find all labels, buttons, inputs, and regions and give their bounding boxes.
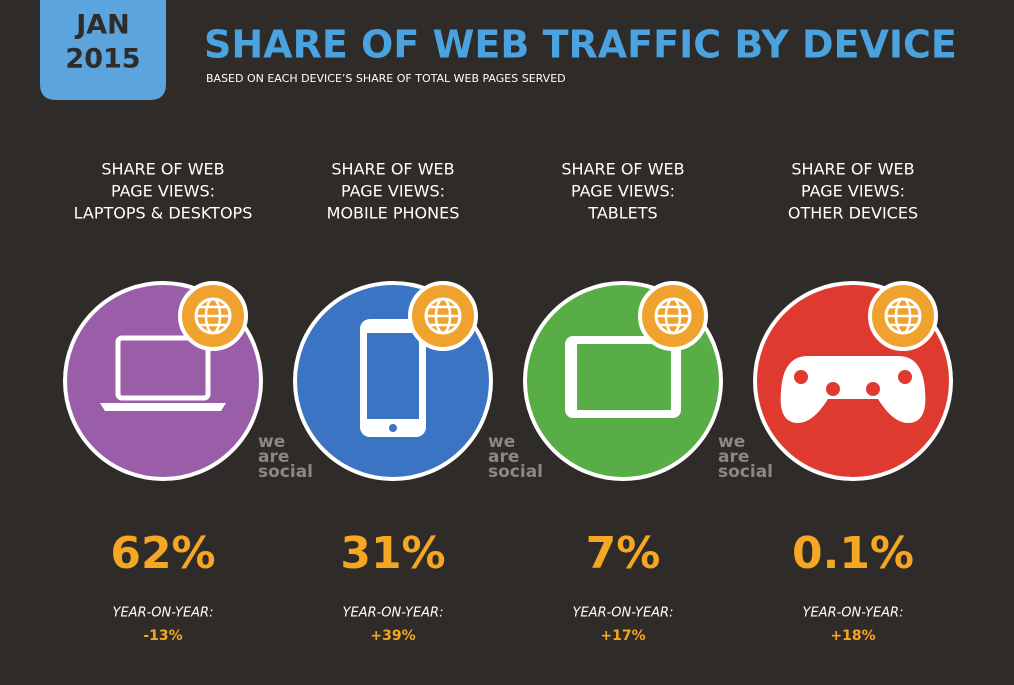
icon-gamepad-button	[866, 382, 880, 396]
title: SHARE OF WEB TRAFFIC BY DEVICE	[204, 23, 957, 67]
icon-gamepad-button	[898, 370, 912, 384]
icon-gamepad-button	[826, 382, 840, 396]
icon-laptop-base	[100, 403, 226, 411]
share-value: 0.1%	[792, 528, 914, 579]
icon-laptop-screen	[115, 335, 211, 401]
icon-gamepad	[780, 356, 926, 423]
watermark: are	[718, 447, 749, 467]
panel-label: PAGE VIEWS:	[571, 182, 675, 201]
yoy-value: -13%	[143, 628, 182, 644]
panel-label: PAGE VIEWS:	[111, 182, 215, 201]
panel-label: LAPTOPS & DESKTOPS	[74, 204, 253, 223]
globe-lines	[656, 305, 690, 327]
panel-label: TABLETS	[587, 204, 657, 223]
watermark: we	[488, 432, 515, 452]
badge-year: 2015	[65, 44, 140, 75]
panel-label: PAGE VIEWS:	[801, 182, 905, 201]
icon-tablet-screen	[577, 344, 671, 410]
panel-label: MOBILE PHONES	[327, 204, 460, 223]
yoy-label: YEAR-ON-YEAR:	[803, 606, 904, 621]
panel-label: OTHER DEVICES	[788, 204, 918, 223]
share-value: 7%	[586, 528, 661, 579]
yoy-label: YEAR-ON-YEAR:	[573, 606, 674, 621]
share-value: 31%	[340, 528, 445, 579]
watermark: are	[258, 447, 289, 467]
globe-lines	[196, 305, 230, 327]
yoy-label: YEAR-ON-YEAR:	[113, 606, 214, 621]
watermark: social	[718, 462, 773, 482]
icon-phone-button	[389, 424, 397, 432]
panel-label: SHARE OF WEB	[101, 160, 224, 179]
panel-label: SHARE OF WEB	[561, 160, 684, 179]
panel-label: PAGE VIEWS:	[341, 182, 445, 201]
share-value: 62%	[110, 528, 215, 579]
yoy-value: +17%	[600, 628, 645, 644]
badge-month: JAN	[74, 10, 130, 41]
globe-lines	[426, 305, 460, 327]
panel-label: SHARE OF WEB	[331, 160, 454, 179]
watermark: social	[258, 462, 313, 482]
icon-phone-screen	[367, 333, 419, 419]
yoy-label: YEAR-ON-YEAR:	[343, 606, 444, 621]
watermark: social	[488, 462, 543, 482]
panel-label: SHARE OF WEB	[791, 160, 914, 179]
yoy-value: +39%	[370, 628, 415, 644]
watermark: we	[258, 432, 285, 452]
watermark: are	[488, 447, 519, 467]
date-badge	[40, 0, 166, 100]
icon-gamepad-button	[794, 370, 808, 384]
yoy-value: +18%	[830, 628, 875, 644]
watermark: we	[718, 432, 745, 452]
subtitle: BASED ON EACH DEVICE’S SHARE OF TOTAL WE…	[206, 72, 566, 85]
globe-lines	[886, 305, 920, 327]
